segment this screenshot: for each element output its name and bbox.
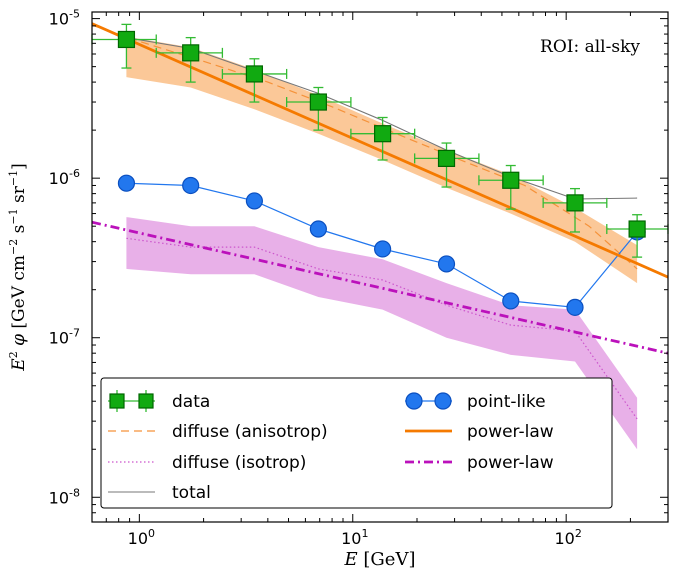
data-marker	[566, 194, 584, 212]
legend-label: diffuse (anisotrop)	[172, 422, 328, 442]
y-axis-label: E2 φ [GeV cm−2 s−1 sr−1]	[7, 163, 29, 371]
data-marker	[245, 65, 263, 83]
point-like-marker	[437, 255, 456, 273]
x-axis-label: E [GeV]	[344, 549, 416, 570]
legend-swatch	[405, 392, 423, 410]
tick-label: 10-8	[49, 486, 80, 507]
tick-label: 10-5	[49, 8, 80, 29]
legend: data diffuse (anisotrop) diffuse (isotrop)…	[100, 377, 613, 509]
plot-frame	[91, 11, 669, 523]
data-marker	[117, 30, 136, 49]
series-line-5	[92, 22, 668, 279]
point-like-marker	[117, 174, 136, 192]
legend-label: power-law	[467, 422, 554, 442]
tick-label: 100	[128, 527, 155, 548]
legend-label: data	[172, 392, 210, 412]
point-like-marker	[566, 298, 584, 316]
legend-swatch	[138, 393, 154, 409]
point-like-marker	[182, 176, 200, 195]
legend-swatch	[434, 392, 452, 410]
data-markers	[91, 23, 669, 316]
data-marker	[628, 220, 646, 238]
tick-label: 10-6	[49, 167, 80, 188]
tick-label: 102	[554, 527, 581, 548]
legend-label: diffuse (isotrop)	[172, 453, 306, 473]
annotation-roi: ROI: all-sky	[540, 37, 640, 57]
legend-swatch	[109, 393, 125, 409]
series-line-1	[92, 24, 638, 270]
point-like-marker	[502, 292, 520, 310]
series-line-6	[92, 220, 668, 355]
point-like-marker	[245, 192, 263, 210]
legend-label: total	[172, 483, 211, 503]
data-marker	[502, 171, 520, 189]
band-1	[126, 217, 638, 450]
axis-ticks: 100 101 102 10-8 10-7 10-6 10-5	[49, 8, 669, 548]
data-marker	[182, 44, 200, 62]
data-marker	[309, 93, 327, 111]
data-marker	[437, 149, 456, 168]
point-like-marker	[309, 220, 327, 238]
legend-box	[100, 377, 613, 509]
series-line-2	[126, 237, 638, 420]
data-marker	[374, 125, 392, 143]
point-like-marker	[374, 240, 392, 258]
legend-label: power-law	[467, 453, 554, 473]
tick-label: 101	[341, 527, 368, 548]
tick-label: 10-7	[49, 327, 80, 348]
legend-label: point-like	[467, 392, 546, 412]
